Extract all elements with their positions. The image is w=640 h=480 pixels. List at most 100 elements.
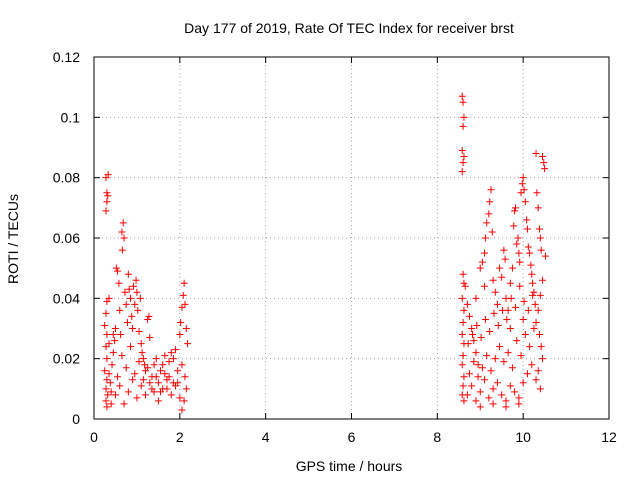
data-point [516,282,524,290]
data-point [460,306,468,314]
y-axis-label: ROTI / TECUs [5,194,21,284]
grid-lines [94,57,609,419]
data-point [133,288,141,296]
data-point [481,376,489,384]
data-point [129,325,137,332]
data-point [523,370,531,378]
data-point [159,361,167,369]
data-point [157,388,165,396]
data-point [488,228,496,236]
data-point [472,397,480,405]
data-point [487,367,495,375]
data-point [176,394,184,402]
data-point [523,216,531,224]
data-point [510,222,518,230]
data-point [481,315,489,323]
data-point [470,337,478,345]
data-point [172,346,180,354]
data-point [502,403,510,411]
data-point [182,385,190,393]
data-point [511,303,519,311]
data-point [120,234,128,242]
y-tick-label: 0.04 [53,290,80,306]
data-point [481,282,489,290]
y-tick-label: 0.06 [53,230,80,246]
data-point [142,391,149,399]
data-point [526,343,534,351]
x-tick-label: 8 [433,429,441,445]
data-point [126,294,134,302]
data-point [122,364,130,372]
data-point [463,391,471,399]
data-point [133,394,141,402]
data-point [103,198,111,206]
data-point [137,382,145,390]
data-point [476,403,484,411]
data-point [124,270,132,278]
data-point [122,300,130,308]
data-point [118,246,126,254]
data-point [135,358,143,366]
data-point [486,328,494,336]
y-tick-label: 0 [72,411,80,427]
data-point [541,165,549,173]
data-point [161,370,169,378]
data-point [114,267,122,275]
data-point [506,325,514,332]
y-tick-label: 0.1 [61,109,81,125]
data-point [529,291,537,299]
data-point [472,294,480,302]
data-point [169,379,177,387]
data-point [114,373,122,381]
y-tick-label: 0.08 [53,170,80,186]
data-point [136,294,144,302]
data-point [527,261,535,269]
data-point [531,300,539,308]
data-point [517,189,525,197]
data-point [101,321,109,329]
data-point [458,361,466,369]
data-point [178,406,186,414]
data-point [485,210,493,218]
data-point [520,297,528,305]
data-point [115,279,123,287]
data-point [507,294,515,302]
data-point [139,376,147,384]
data-point [490,309,498,317]
data-point [180,279,188,287]
data-point [459,382,467,390]
data-point [524,243,532,251]
data-point [152,373,160,381]
data-point [532,376,540,384]
y-tick-labels: 0 0.02 0.04 0.06 0.08 0.1 0.12 [53,49,80,427]
data-point [104,171,112,179]
data-point [184,340,192,348]
data-point [102,207,110,215]
data-point [530,288,538,296]
data-point [501,255,509,263]
data-point [108,361,116,369]
data-point [460,153,468,161]
data-point [541,252,549,260]
data-point [513,240,521,248]
data-point [538,153,546,161]
data-point [129,376,137,384]
data-point [103,331,111,339]
data-point [528,270,536,278]
data-point [508,364,516,372]
data-point [520,186,528,194]
data-point [169,355,177,363]
data-point [177,318,185,326]
data-point [526,249,534,257]
data-point [478,364,486,372]
data-point [126,343,134,351]
data-point [496,264,504,272]
x-axis-label: GPS time / hours [296,458,403,474]
data-point [105,340,113,348]
data-point [503,315,511,323]
data-point [459,122,467,130]
data-point [536,385,544,393]
data-point [144,364,152,372]
data-point [521,198,529,206]
data-point [165,373,173,381]
